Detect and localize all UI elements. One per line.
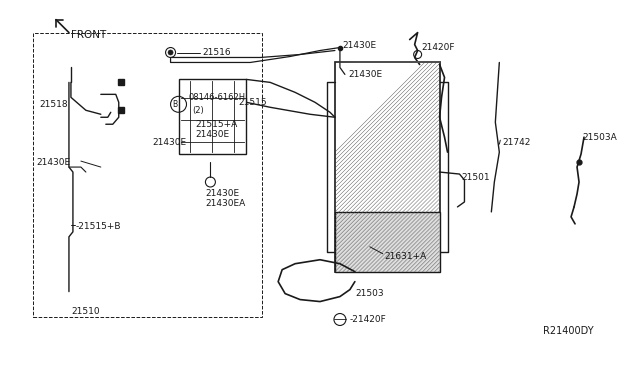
- Text: 21430EA: 21430EA: [205, 199, 246, 208]
- Text: 21430E: 21430E: [205, 189, 239, 199]
- Text: 21515+A: 21515+A: [195, 120, 237, 129]
- Text: 21430E: 21430E: [195, 130, 230, 139]
- Bar: [179, 79, 246, 154]
- Text: 21501: 21501: [461, 173, 490, 182]
- Text: (2): (2): [193, 106, 204, 115]
- Text: 21430E: 21430E: [342, 41, 376, 50]
- Text: 21742: 21742: [502, 138, 531, 147]
- Text: 08146-6162H: 08146-6162H: [189, 93, 246, 102]
- Text: 21631+A: 21631+A: [385, 252, 427, 261]
- Text: 21430E: 21430E: [152, 138, 187, 147]
- Circle shape: [168, 50, 173, 55]
- Text: 21518: 21518: [39, 100, 68, 109]
- Text: 21420F: 21420F: [422, 43, 455, 52]
- Text: B: B: [172, 100, 177, 109]
- Text: 21516: 21516: [202, 48, 231, 57]
- Text: -21515+B: -21515+B: [76, 222, 122, 231]
- Bar: [335, 62, 440, 272]
- Text: 21503: 21503: [355, 289, 383, 298]
- Text: 21430E: 21430E: [36, 158, 70, 167]
- Text: R21400DY: R21400DY: [543, 327, 594, 336]
- Text: FRONT: FRONT: [71, 29, 106, 39]
- Text: -21420F: -21420F: [350, 315, 387, 324]
- Text: 21503A: 21503A: [582, 133, 617, 142]
- Bar: [335, 212, 440, 272]
- Text: 21430E: 21430E: [348, 70, 382, 79]
- Text: 21515: 21515: [238, 98, 267, 107]
- Text: 21510: 21510: [71, 307, 100, 316]
- Bar: [33, 33, 262, 317]
